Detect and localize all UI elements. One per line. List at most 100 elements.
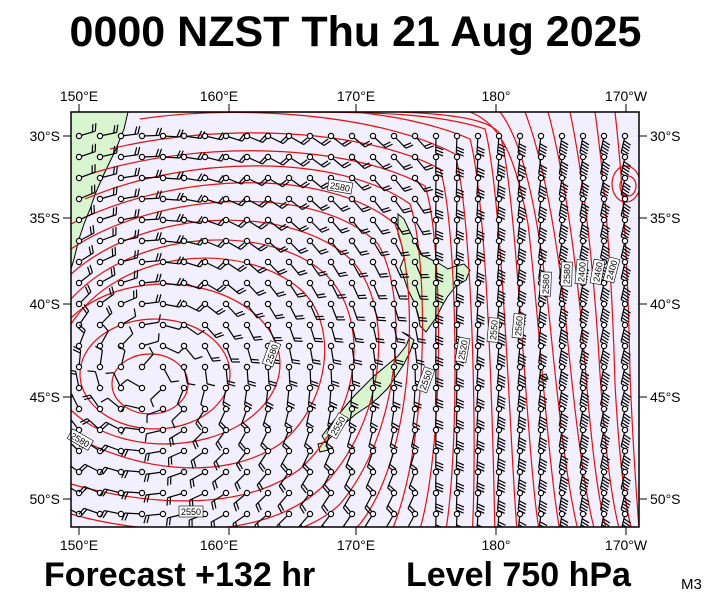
wind-barb-flag — [280, 136, 287, 143]
wind-barb-flag — [352, 383, 361, 388]
wind-barb-station — [180, 468, 188, 476]
wind-barb-flag — [622, 353, 631, 359]
contour-label: 2400 — [576, 262, 588, 283]
wind-barb-station — [243, 447, 251, 455]
wind-barb-flag — [581, 476, 590, 482]
wind-barb-station — [600, 300, 608, 308]
wind-barb-flag — [237, 242, 245, 249]
wind-barb-station — [327, 363, 335, 371]
wind-barb-flag — [196, 304, 203, 311]
lon-label: 160°E — [200, 537, 238, 553]
wind-barb-flag — [261, 442, 268, 449]
wind-barb-flag — [112, 145, 116, 154]
wind-barb-flag — [116, 124, 119, 133]
wind-barb-station — [474, 426, 482, 434]
wind-barb-flag — [112, 166, 116, 175]
wind-barb-flag — [477, 293, 485, 298]
wind-barb-flag — [301, 227, 310, 232]
map-panel: 2580 2580 2550 2550 2520 2550 2560 2580 … — [0, 74, 711, 554]
south-island — [321, 331, 415, 443]
wind-barb-flag — [268, 380, 277, 384]
wind-barb-flag — [476, 488, 485, 493]
wind-barb-flag — [84, 286, 90, 295]
wind-barb-flag — [115, 165, 118, 174]
wind-barb-flag — [299, 225, 307, 230]
wind-barb-station — [474, 363, 482, 371]
wind-barb-station — [348, 279, 356, 287]
wind-barb-flag — [217, 240, 224, 247]
wind-barb-station — [537, 384, 545, 392]
wind-barb-flag — [559, 503, 568, 509]
wind-barb-station — [264, 510, 272, 518]
wind-barb-flag — [435, 482, 444, 487]
wind-barb-flag — [498, 437, 506, 442]
wind-barb-station — [285, 447, 293, 455]
wind-barb-flag — [518, 374, 527, 379]
wind-barb-flag — [254, 338, 263, 341]
wind-barb-station — [264, 153, 272, 161]
wind-barb-flag — [300, 486, 307, 494]
wind-barb-station — [306, 279, 314, 287]
wind-barb-flag — [418, 316, 427, 319]
wind-barb-flag — [581, 308, 590, 314]
wind-barb-flag — [176, 192, 181, 201]
wind-barb-flag — [412, 422, 421, 428]
wind-barb-flag — [275, 314, 284, 317]
wind-barb-station — [537, 300, 545, 308]
wind-barb-flag — [373, 383, 382, 388]
wind-barb-flag — [456, 506, 465, 511]
wind-barb-flag — [195, 422, 202, 431]
wind-barb-flag — [580, 528, 587, 532]
forecast-hour-label: Forecast +132 hr — [44, 556, 316, 594]
wind-barb-station — [600, 510, 608, 518]
wind-barb-flag — [401, 229, 410, 233]
wind-barb-flag — [560, 248, 569, 254]
wind-barb-station — [138, 132, 146, 140]
wind-barb-flag — [581, 290, 589, 296]
wind-barb-station — [306, 342, 314, 350]
wind-barb-flag — [580, 251, 589, 257]
wind-barb-flag — [374, 359, 383, 363]
wind-barb-flag — [280, 483, 286, 491]
wind-barb-flag — [149, 399, 155, 408]
wind-barb-flag — [158, 211, 162, 220]
wind-barb-flag — [498, 206, 506, 211]
wind-barb-flag — [435, 422, 444, 427]
wind-barb-flag — [392, 404, 401, 409]
wind-barb-station — [579, 153, 587, 161]
wind-barb-station — [516, 153, 524, 161]
wind-barb-station — [369, 153, 377, 161]
wind-barb-flag — [133, 308, 137, 317]
wind-barb-flag — [334, 337, 343, 340]
wind-barb-flag — [73, 345, 81, 351]
wind-barb-flag — [477, 209, 485, 214]
wind-barb-station — [117, 363, 125, 371]
wind-barb-flag — [326, 442, 334, 449]
wind-barb-station — [411, 279, 419, 287]
wind-barb-station — [390, 216, 398, 224]
wind-barb-station — [348, 321, 356, 329]
wind-barb-flag — [435, 173, 444, 178]
wind-barb-station — [579, 363, 587, 371]
wind-barb-flag — [295, 315, 304, 318]
wind-barb-flag — [456, 464, 465, 469]
wind-barb-flag — [456, 272, 465, 277]
wind-barb-flag — [350, 401, 359, 406]
wind-barb-flag — [263, 421, 271, 428]
wind-barb-flag — [539, 416, 548, 422]
wind-barb-flag — [602, 350, 611, 356]
wind-barb-flag — [257, 502, 262, 511]
wind-barb-station — [243, 195, 251, 203]
wind-barb-flag — [423, 232, 432, 236]
axis-ticks — [63, 104, 647, 535]
wind-barb-flag — [476, 275, 485, 280]
wind-barb-flag — [456, 443, 465, 448]
wind-barb-flag — [456, 167, 465, 172]
wind-barb-flag — [314, 337, 323, 340]
wind-barb-flag — [477, 272, 485, 277]
wind-barb-station — [180, 174, 188, 182]
wind-barb-station — [180, 300, 188, 308]
wind-barb-flag — [94, 123, 97, 132]
wind-barb-flag — [477, 398, 485, 403]
wind-barb-station — [369, 468, 377, 476]
